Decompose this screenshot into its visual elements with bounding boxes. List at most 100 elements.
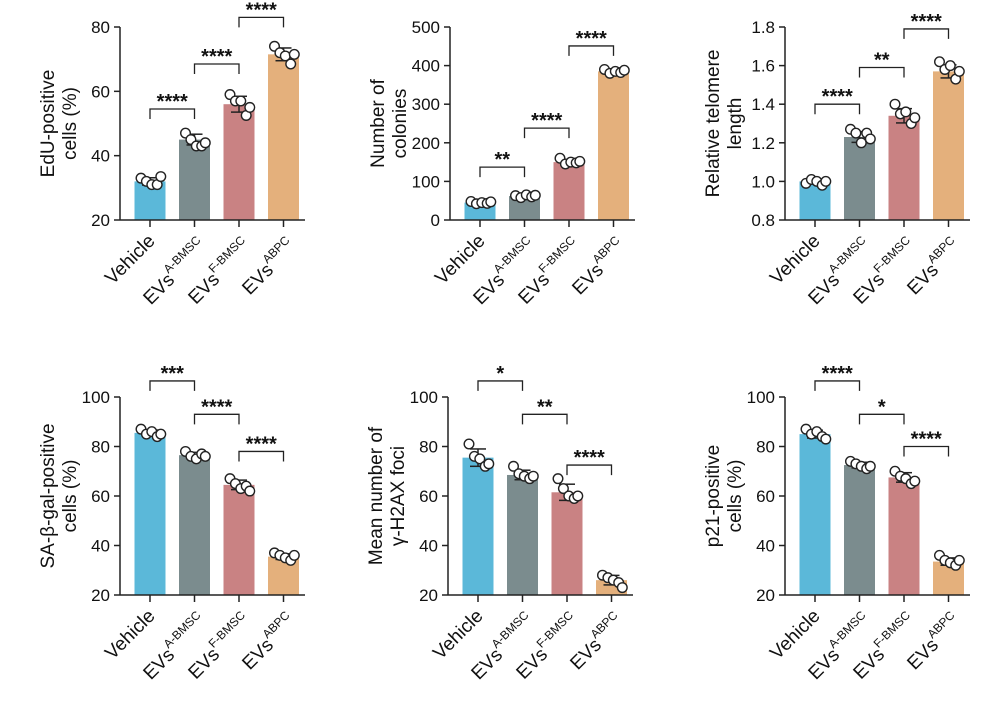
x-tick-label: Vehicle: [766, 231, 824, 289]
data-point: [820, 175, 832, 187]
significance-label: ****: [822, 363, 853, 385]
x-label-base: EVs: [513, 644, 552, 683]
x-tick-label: Vehicle: [766, 606, 824, 664]
data-point: [557, 483, 569, 495]
x-label-base: EVs: [238, 635, 277, 674]
data-point: [889, 98, 901, 110]
y-tick-label: 1.2: [751, 134, 775, 153]
x-label-base: EVs: [805, 270, 844, 309]
x-label-superscript: A-BMSC: [826, 233, 869, 276]
data-point: [552, 473, 564, 485]
data-point: [953, 554, 965, 566]
bar-f-bmsc: [888, 115, 920, 220]
x-label-base: EVs: [566, 635, 605, 674]
data-point: [944, 60, 956, 72]
y-axis-label-line: γ-H2AX foci: [388, 446, 409, 546]
significance-bracket: [858, 413, 905, 425]
y-axis-label-line: EdU-positive: [38, 70, 59, 178]
y-tick-label: 40: [91, 537, 110, 556]
x-label-base: EVs: [238, 260, 277, 299]
data-point: [199, 137, 211, 149]
y-axis-label-line: Number of: [368, 78, 389, 167]
data-point: [616, 582, 628, 594]
significance-bracket: [523, 127, 570, 139]
significance-label: ****: [246, 0, 277, 21]
x-label-superscript: F-BMSC: [536, 233, 579, 276]
x-label-superscript: A-BMSC: [491, 233, 534, 276]
bar-abpc: [598, 71, 629, 220]
y-axis-label: EdU-positivecells (%): [38, 70, 81, 178]
bar-a-bmsc: [507, 474, 538, 595]
data-point: [288, 549, 300, 561]
data-point: [199, 450, 211, 462]
data-point: [483, 458, 495, 470]
y-axis-label: p21-positivecells (%): [703, 445, 746, 547]
significance-bracket: [193, 63, 240, 74]
data-point: [953, 65, 965, 77]
x-label-superscript: F-BMSC: [206, 608, 249, 651]
x-label-superscript: ABPC: [588, 608, 621, 641]
x-label-superscript: F-BMSC: [206, 233, 249, 276]
significance-bracket: [479, 166, 526, 178]
y-tick-label: 200: [412, 134, 440, 153]
data-point: [485, 196, 497, 208]
x-label-superscript: ABPC: [925, 233, 958, 266]
y-tick-label: 0: [431, 211, 440, 230]
significance-label: **: [494, 149, 510, 171]
y-tick-label: 0.8: [751, 211, 775, 230]
significance-label: ****: [911, 11, 942, 33]
x-label-base: EVs: [470, 270, 509, 309]
significance-bracket: [903, 445, 950, 457]
data-point: [864, 133, 876, 145]
x-label-base: EVs: [185, 269, 224, 308]
x-label-base: EVs: [140, 270, 179, 309]
x-label-base: EVs: [468, 645, 507, 684]
bar-vehicle: [134, 432, 166, 595]
significance-label: ****: [531, 110, 562, 132]
significance-label: ****: [246, 433, 277, 455]
data-point: [529, 189, 541, 201]
bar-abpc: [268, 54, 299, 220]
y-tick-label: 1.8: [751, 18, 775, 37]
significance-bracket: [149, 380, 196, 391]
data-point: [900, 106, 912, 118]
significance-bracket: [521, 413, 568, 425]
y-tick-label: 100: [747, 388, 775, 407]
significance-bracket: [193, 413, 240, 425]
x-label-base: EVs: [185, 644, 224, 683]
significance-bracket: [814, 380, 861, 391]
y-tick-label: 20: [91, 211, 110, 230]
significance-bracket: [149, 108, 196, 120]
y-axis-label-line: Mean number of: [366, 426, 387, 565]
x-tick-label: Vehicle: [429, 606, 487, 664]
significance-label: ****: [201, 396, 232, 418]
x-label-superscript: F-BMSC: [871, 608, 914, 651]
x-label-superscript: ABPC: [925, 608, 958, 641]
x-tick-label: Vehicle: [101, 231, 159, 289]
x-label-superscript: A-BMSC: [489, 608, 532, 651]
y-axis-label: Number ofcolonies: [368, 78, 411, 167]
y-tick-label: 60: [419, 487, 438, 506]
x-label-superscript: A-BMSC: [826, 608, 869, 651]
data-point: [244, 101, 256, 113]
x-label-superscript: A-BMSC: [161, 608, 204, 651]
data-point: [572, 490, 584, 502]
significance-bracket: [238, 450, 285, 462]
y-tick-label: 100: [412, 172, 440, 191]
data-point: [285, 58, 297, 70]
data-point: [850, 127, 862, 139]
data-point: [855, 137, 867, 149]
significance-label: ****: [822, 86, 853, 108]
significance-label: ***: [161, 363, 185, 385]
data-point: [574, 155, 586, 167]
bar-a-bmsc: [179, 139, 210, 220]
significance-label: **: [874, 50, 890, 72]
data-point: [527, 470, 539, 482]
y-tick-label: 500: [412, 18, 440, 37]
y-tick-label: 80: [756, 438, 775, 457]
x-label-superscript: F-BMSC: [871, 233, 914, 276]
significance-bracket: [814, 103, 861, 115]
